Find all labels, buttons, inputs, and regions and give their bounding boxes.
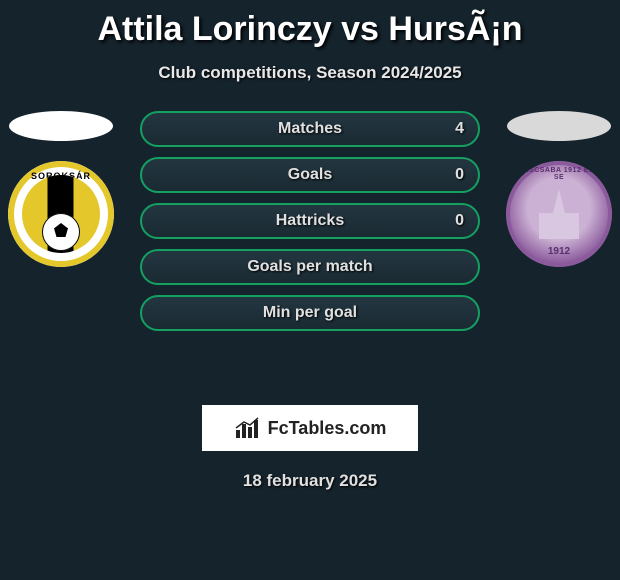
stat-right-value: 0 [455,166,464,184]
stat-label: Min per goal [263,304,357,322]
stat-right-value: 0 [455,212,464,230]
team-left-badge: SOROKSÁR 1905 [8,161,114,267]
stat-label: Matches [278,120,342,138]
team-right-badge: BÉKÉSCSABA 1912 ELŐRE SE 1912 [506,161,612,267]
bar-chart-icon [234,416,262,440]
stats-list: Matches 4 Goals 0 Hattricks 0 Goals per … [140,111,480,331]
badge-right-spire-icon [553,189,565,213]
source-logo-text: FcTables.com [268,418,387,439]
player-right-photo-placeholder [507,111,611,141]
stat-label: Hattricks [276,212,344,230]
badge-right-building-icon [539,213,579,239]
badge-right-year: 1912 [506,246,612,257]
stat-row-goals: Goals 0 [140,157,480,193]
generated-date: 18 february 2025 [0,471,620,491]
stat-row-min-per-goal: Min per goal [140,295,480,331]
source-logo: FcTables.com [202,405,418,451]
stat-label: Goals per match [247,258,372,276]
season-subtitle: Club competitions, Season 2024/2025 [0,63,620,83]
stat-row-matches: Matches 4 [140,111,480,147]
stat-row-hattricks: Hattricks 0 [140,203,480,239]
player-left-column: SOROKSÁR 1905 [6,111,116,267]
stat-right-value: 4 [455,120,464,138]
player-left-photo-placeholder [9,111,113,141]
main-area: SOROKSÁR 1905 BÉKÉSCSABA 1912 ELŐRE SE 1… [0,111,620,391]
stat-row-goals-per-match: Goals per match [140,249,480,285]
soccer-ball-icon [42,213,80,251]
player-right-column: BÉKÉSCSABA 1912 ELŐRE SE 1912 [504,111,614,267]
badge-right-text: BÉKÉSCSABA 1912 ELŐRE SE [506,167,612,181]
stat-label: Goals [288,166,332,184]
comparison-title: Attila Lorinczy vs HursÃ¡n [0,0,620,49]
